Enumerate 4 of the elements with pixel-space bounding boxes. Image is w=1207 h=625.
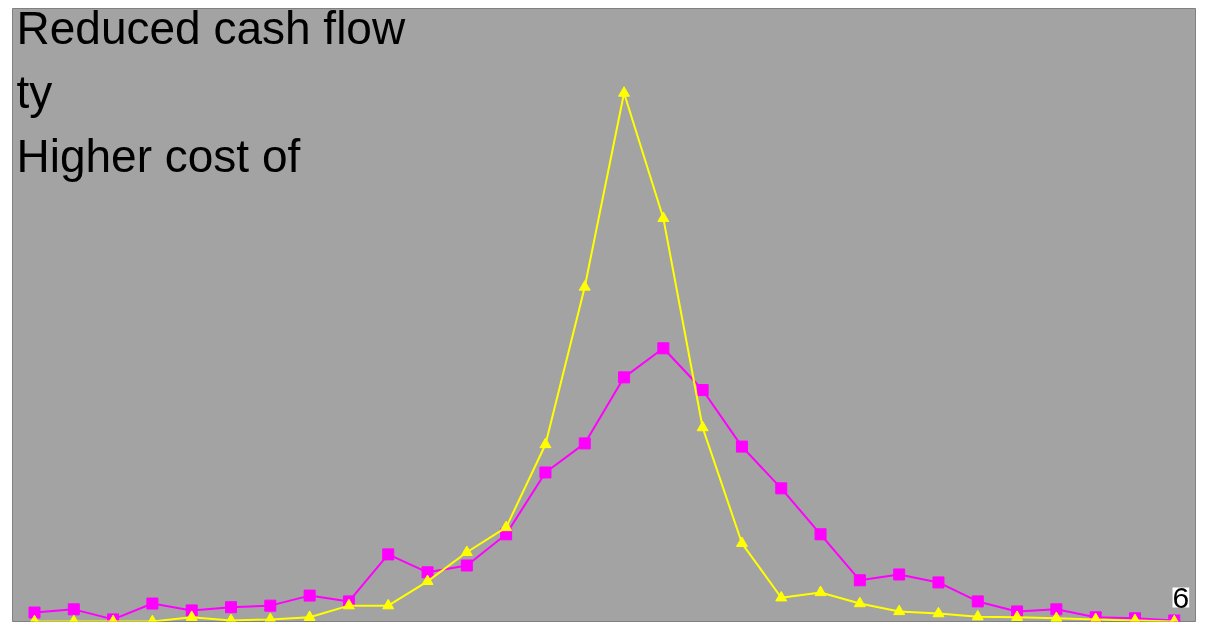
text: Reduced cash flow	[16, 1, 406, 54]
annotation: 6	[1172, 580, 1190, 614]
annotation: Higher cost of	[16, 129, 301, 182]
annotation: ty	[16, 65, 53, 118]
